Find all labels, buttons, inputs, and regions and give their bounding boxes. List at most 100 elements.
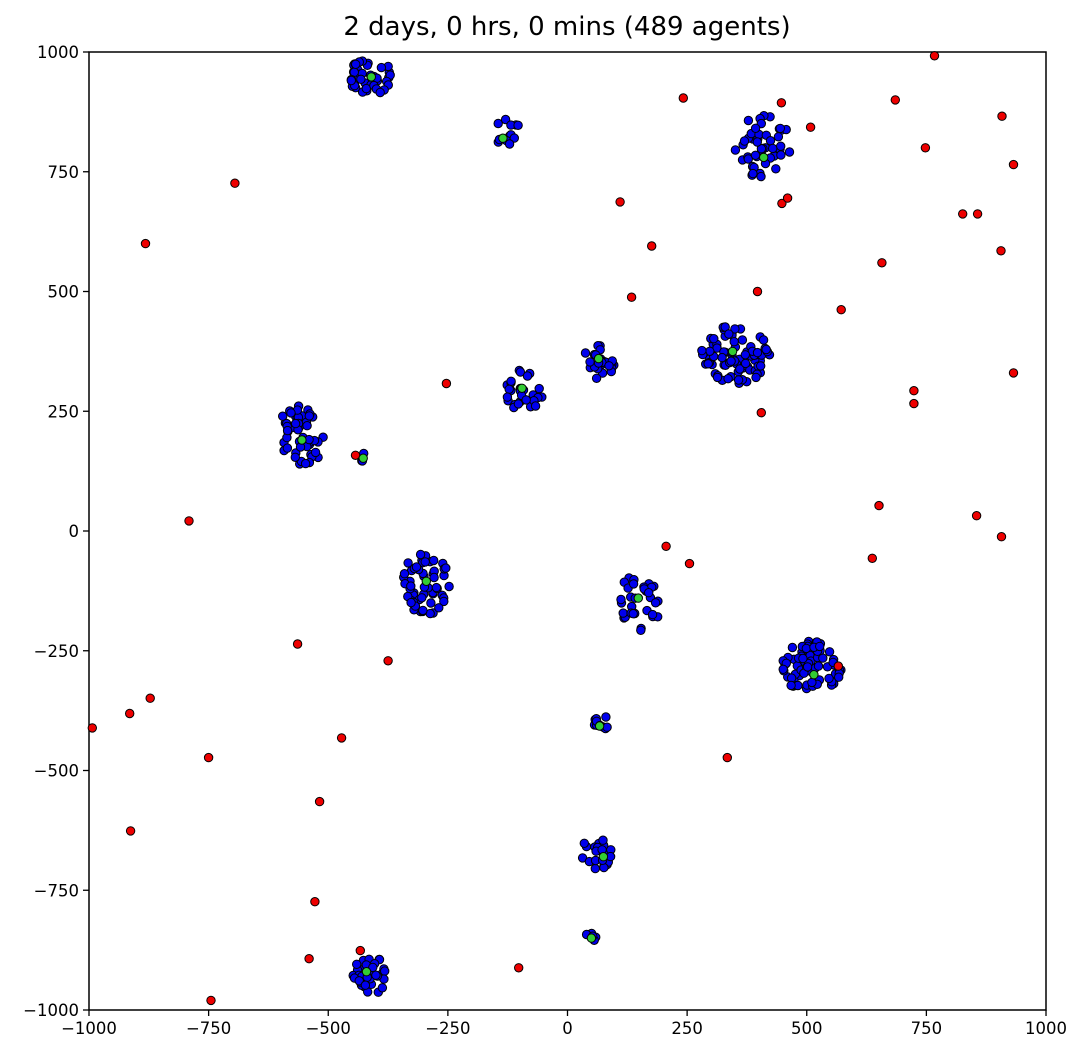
red-agent-point	[836, 305, 846, 315]
y-axis: −1000 −750 −500 −250 0 250 500 750 1000	[23, 43, 89, 1020]
green-agent-point	[598, 852, 609, 862]
blue-agent-point	[733, 375, 744, 385]
green-agent-point	[421, 576, 431, 586]
red-agent-point	[782, 193, 793, 203]
blue-agent-point	[429, 572, 439, 583]
blue-agent-point	[415, 549, 426, 560]
x-tick-label: −500	[306, 1019, 351, 1038]
red-agent-point	[647, 241, 657, 251]
red-agent-point	[972, 209, 983, 219]
blue-agent-point	[761, 344, 771, 355]
blue-agent-point	[403, 558, 413, 568]
red-agent-point	[890, 95, 900, 105]
red-agent-point	[304, 954, 314, 964]
blue-agent-point	[282, 425, 293, 436]
blue-agent-point	[429, 555, 439, 566]
red-agent-point	[958, 209, 968, 219]
blue-agent-point	[431, 582, 442, 593]
blue-agent-point	[368, 962, 378, 973]
red-agent-point	[336, 733, 347, 743]
blue-agent-point	[411, 562, 422, 572]
blue-agent-point	[521, 395, 531, 405]
x-tick-label: −1000	[61, 1019, 117, 1038]
blue-agent-point	[302, 421, 312, 431]
blue-agent-point	[506, 376, 516, 386]
red-agent-point	[776, 98, 787, 108]
green-agent-point	[586, 933, 597, 943]
x-tick-label: 1000	[1025, 1019, 1067, 1038]
blue-agent-point	[375, 87, 385, 98]
blue-agent-point	[824, 647, 835, 657]
y-tick-label: 250	[48, 402, 80, 421]
blue-agent-point	[420, 557, 430, 567]
red-agent-point	[355, 945, 365, 956]
red-agent-point	[87, 723, 98, 733]
blue-agent-point	[771, 164, 781, 174]
blue-agent-point	[752, 347, 763, 358]
y-tick-label: 500	[48, 283, 80, 302]
blue-agent-point	[585, 357, 595, 367]
red-agent-point	[874, 500, 884, 511]
blue-agent-point	[530, 401, 541, 411]
blue-agent-point	[739, 136, 750, 146]
blue-agent-point	[376, 62, 387, 73]
blue-agent-point	[724, 329, 734, 339]
blue-agent-point	[356, 74, 366, 85]
blue-agent-point	[278, 411, 288, 421]
blue-agent-point	[752, 137, 762, 147]
blue-agent-point	[697, 345, 707, 356]
red-agent-point	[514, 963, 524, 973]
red-agent-point	[310, 897, 320, 907]
blue-agent-point	[371, 970, 381, 980]
blue-agent-point	[756, 171, 766, 182]
blue-agent-point	[784, 147, 795, 157]
blue-agent-point	[426, 598, 436, 608]
red-agent-point	[661, 541, 671, 551]
green-agent-point	[594, 721, 605, 731]
plot-frame	[88, 51, 1047, 1011]
blue-agent-point	[726, 356, 736, 366]
red-agent-point	[996, 246, 1006, 256]
blue-agent-point	[286, 408, 296, 418]
blue-agent-point	[729, 337, 739, 347]
blue-agent-point	[351, 59, 361, 70]
blue-agent-point	[709, 334, 719, 344]
red-agent-point	[752, 286, 763, 297]
blue-agent-point	[628, 609, 638, 619]
red-agent-point	[292, 639, 303, 649]
red-agent-point	[996, 532, 1007, 542]
red-agent-point	[1008, 159, 1019, 170]
blue-agent-point	[522, 371, 533, 381]
blue-agent-point	[776, 150, 786, 160]
red-agent-point	[145, 693, 155, 703]
green-agent-point	[358, 453, 368, 463]
red-agent-point	[314, 796, 325, 807]
blue-agent-point	[751, 372, 761, 383]
y-tick-label: −250	[34, 642, 79, 661]
blue-agent-point	[801, 643, 811, 654]
green-agent-point	[759, 152, 769, 163]
y-tick-label: −500	[34, 762, 79, 781]
red-agent-point	[184, 516, 194, 526]
blue-agent-point	[493, 118, 503, 129]
blue-agent-point	[418, 605, 428, 616]
blue-agent-point	[504, 384, 514, 394]
green-agent-point	[727, 346, 738, 357]
blue-agent-point	[399, 569, 410, 579]
blue-agent-point	[290, 452, 300, 462]
blue-agent-point	[802, 662, 813, 672]
blue-agent-point	[504, 139, 515, 149]
blue-agent-point	[515, 367, 526, 377]
red-agent-point	[626, 292, 637, 302]
y-tick-label: −1000	[23, 1001, 79, 1020]
blue-agent-point	[636, 625, 646, 635]
blue-agent-point	[775, 123, 785, 134]
blue-agent-point	[647, 609, 658, 620]
red-agent-point	[833, 661, 843, 671]
red-agent-point	[1008, 368, 1019, 378]
blue-agent-point	[740, 350, 750, 360]
red-agent-point	[350, 450, 361, 460]
blue-agent-point	[434, 603, 444, 613]
y-tick-label: 0	[69, 522, 80, 541]
